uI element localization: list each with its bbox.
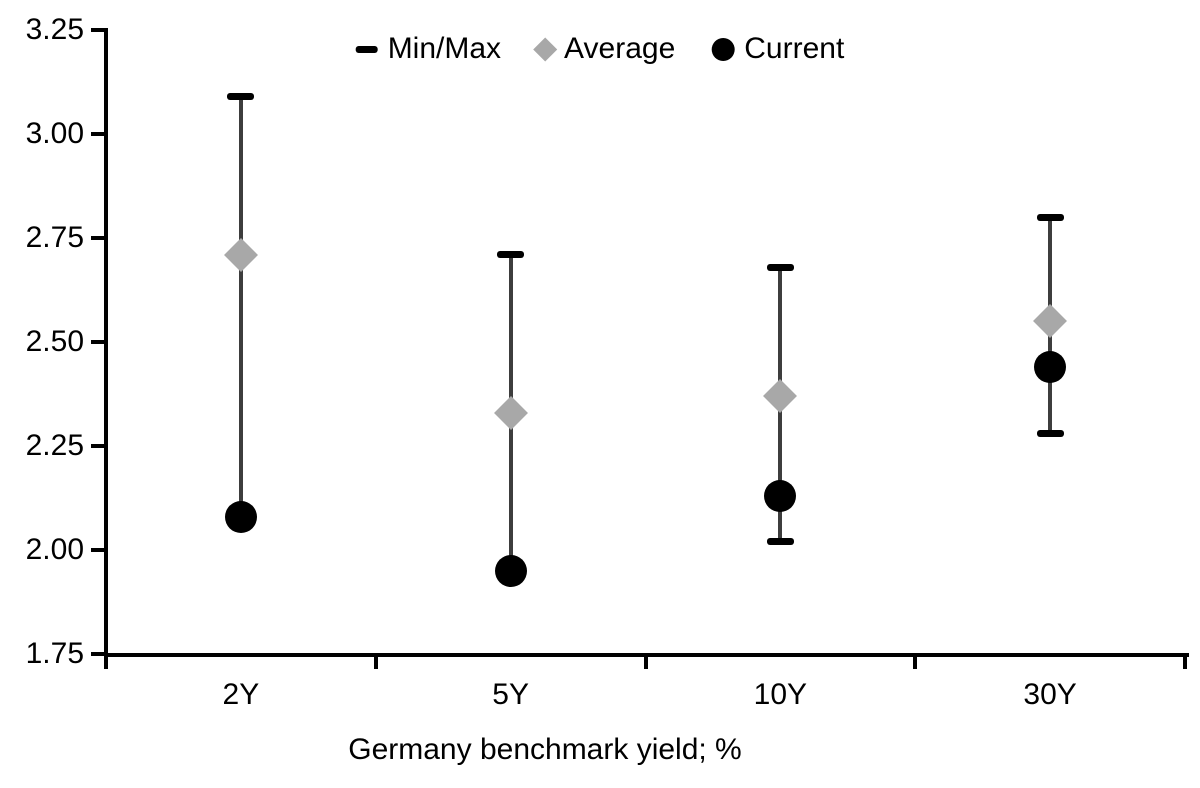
legend-item: Min/Max [355,30,502,68]
legend-item-label: Current [744,32,845,65]
average-diamond-marker [493,395,528,430]
current-circle-marker [494,554,527,587]
y-tick-label: 2.75 [25,221,84,254]
y-tick-label: 2.00 [25,533,84,566]
axis-title: Germany benchmark yield; % [348,733,742,766]
legend-item: Average [533,30,676,68]
y-axis-line [104,28,108,669]
max-cap-marker [227,93,255,101]
y-tick-label: 3.25 [25,13,84,46]
min-cap-marker [766,538,794,546]
y-tick-label: 2.50 [25,325,84,358]
legend-item-label: Min/Max [387,32,502,65]
y-tick [91,340,104,344]
x-tick [373,653,378,669]
x-tick [913,653,918,669]
y-tick-label: 1.75 [25,637,84,670]
legend-item: Current [711,30,844,68]
x-category-label: 5Y [492,678,529,711]
y-tick [91,444,104,448]
range-line [238,96,243,517]
average-diamond-marker [223,237,258,272]
x-tick [1183,653,1187,669]
y-tick-label: 3.00 [25,117,84,150]
max-cap-marker [766,263,794,271]
min-cap-marker [1036,430,1064,438]
current-circle-marker [1034,350,1067,383]
x-category-label: 10Y [753,678,808,711]
y-tick [91,548,104,552]
legend-diamond-icon [533,36,558,62]
legend-circle-icon [711,37,735,61]
max-cap-marker [1036,213,1064,221]
y-tick [91,28,104,32]
x-category-label: 30Y [1023,678,1077,711]
legend-item-label: Average [564,32,676,65]
x-tick [643,653,648,669]
x-tick [104,653,108,669]
max-cap-marker [497,251,525,259]
x-category-label: 2Y [222,678,260,711]
current-circle-marker [764,479,797,512]
y-tick [91,236,104,240]
y-tick [91,132,104,136]
y-tick-label: 2.25 [25,429,84,462]
average-diamond-marker [1033,304,1068,339]
legend: Min/Max Average Current [355,30,844,68]
average-diamond-marker [763,379,798,414]
y-tick [91,652,104,656]
current-circle-marker [224,500,257,533]
legend-dash-icon [355,45,378,53]
